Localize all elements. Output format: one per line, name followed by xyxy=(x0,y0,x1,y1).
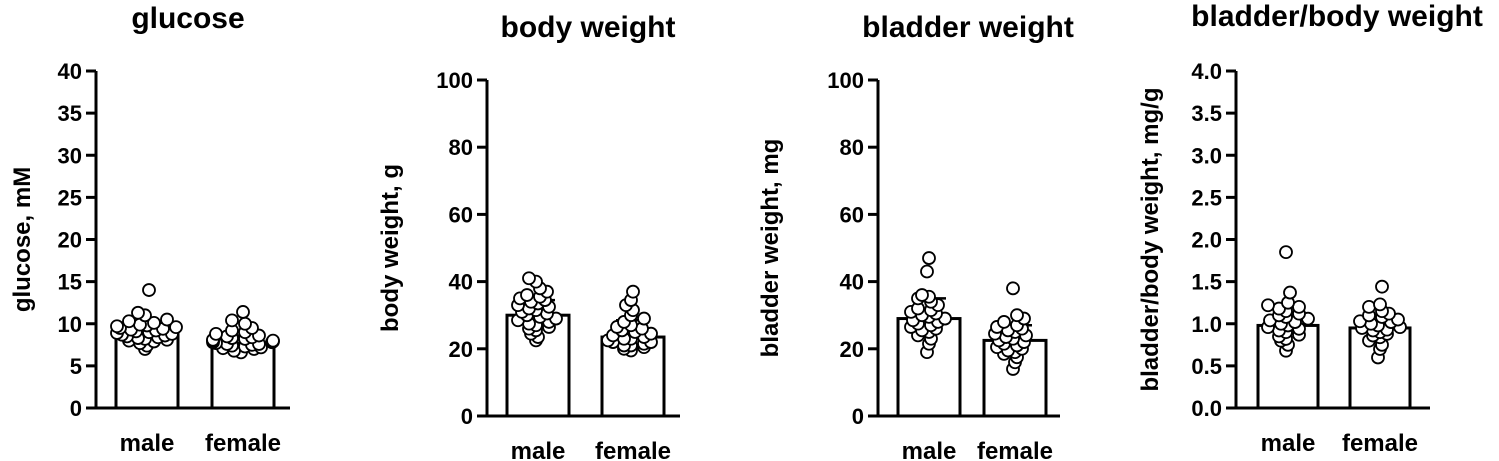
y-tick-label: 5 xyxy=(70,354,82,379)
y-tick-label: 100 xyxy=(827,68,864,93)
chart-panel: glucose glucose, mM 0 5 10 15 20 25 30 35 40 male fe… xyxy=(9,2,290,457)
data-point xyxy=(160,312,174,327)
data-point xyxy=(1261,298,1275,313)
y-tick-label: 100 xyxy=(436,68,473,93)
data-point xyxy=(1283,285,1297,300)
data-point xyxy=(1006,281,1020,296)
y-tick-label: 1.0 xyxy=(1191,312,1222,337)
data-point xyxy=(238,316,252,331)
y-axis-label: bladder/body weight, mg/g xyxy=(1137,87,1164,391)
data-point xyxy=(236,305,250,319)
y-tick-label: 4.0 xyxy=(1191,59,1222,84)
y-tick-label: 1.5 xyxy=(1191,270,1222,295)
data-point xyxy=(915,288,929,302)
y-tick-label: 3.5 xyxy=(1191,101,1222,126)
y-tick-label: 30 xyxy=(58,143,82,168)
data-point xyxy=(225,313,239,328)
x-category-label: female xyxy=(205,430,281,457)
x-category-label: male xyxy=(1261,430,1316,457)
bar xyxy=(505,313,571,418)
data-point xyxy=(520,288,534,302)
data-point xyxy=(147,316,161,330)
y-tick-label: 20 xyxy=(449,337,473,362)
x-category-label: female xyxy=(595,438,671,461)
chart-panel: bladder/body weight bladder/body weight, … xyxy=(1137,0,1483,457)
chart-title: bladder weight xyxy=(862,11,1074,44)
data-point xyxy=(922,251,936,265)
x-category-label: male xyxy=(120,430,175,457)
y-tick-label: 60 xyxy=(449,202,473,227)
y-tick-label: 35 xyxy=(58,101,82,126)
y-tick-label: 0.5 xyxy=(1191,354,1222,379)
data-point xyxy=(1375,279,1389,294)
x-category-label: female xyxy=(1342,430,1418,457)
data-point xyxy=(266,333,280,348)
y-tick-label: 60 xyxy=(840,202,864,227)
y-axis-label: bladder weight, mg xyxy=(757,139,784,358)
x-category-label: male xyxy=(902,438,957,461)
y-tick-label: 80 xyxy=(449,135,473,160)
chart-panel: body weight body weight, g 0 20 40 60 80 100 mal… xyxy=(377,11,680,461)
data-point xyxy=(131,305,145,320)
x-category-label: male xyxy=(511,438,566,461)
data-point xyxy=(142,283,156,297)
y-tick-label: 0 xyxy=(70,396,82,421)
y-tick-label: 2.5 xyxy=(1191,185,1222,210)
chart-panel: bladder weight bladder weight, mg 0 20 40 60 8… xyxy=(757,11,1074,461)
data-point xyxy=(209,326,223,341)
chart-title: body weight xyxy=(501,11,676,44)
data-point xyxy=(110,319,124,334)
data-point xyxy=(997,315,1011,329)
y-tick-label: 0.0 xyxy=(1191,396,1222,421)
y-tick-label: 25 xyxy=(58,185,82,210)
y-tick-label: 20 xyxy=(840,337,864,362)
data-point xyxy=(1279,245,1293,260)
y-tick-label: 3.0 xyxy=(1191,143,1222,168)
y-tick-label: 15 xyxy=(58,270,82,295)
data-point xyxy=(637,311,651,326)
y-tick-label: 40 xyxy=(58,59,82,84)
y-tick-label: 10 xyxy=(58,312,82,337)
data-point xyxy=(522,271,536,286)
y-tick-label: 80 xyxy=(840,135,864,160)
data-point xyxy=(169,320,183,335)
data-point xyxy=(626,284,640,299)
chart-title: bladder/body weight xyxy=(1191,0,1483,33)
data-point xyxy=(920,264,934,279)
bar xyxy=(896,317,962,418)
y-tick-label: 0 xyxy=(852,404,864,429)
y-tick-label: 2.0 xyxy=(1191,228,1222,253)
y-axis-label: body weight, g xyxy=(377,164,404,332)
chart-title: glucose xyxy=(131,2,244,35)
data-point xyxy=(1362,299,1376,314)
data-point xyxy=(1373,297,1387,312)
data-point xyxy=(122,314,136,329)
y-tick-label: 40 xyxy=(449,270,473,295)
data-point xyxy=(1010,308,1024,323)
y-tick-label: 0 xyxy=(461,404,473,429)
y-axis-label: glucose, mM xyxy=(9,167,36,312)
y-tick-label: 20 xyxy=(58,228,82,253)
y-tick-label: 40 xyxy=(840,270,864,295)
x-category-label: female xyxy=(977,438,1053,461)
